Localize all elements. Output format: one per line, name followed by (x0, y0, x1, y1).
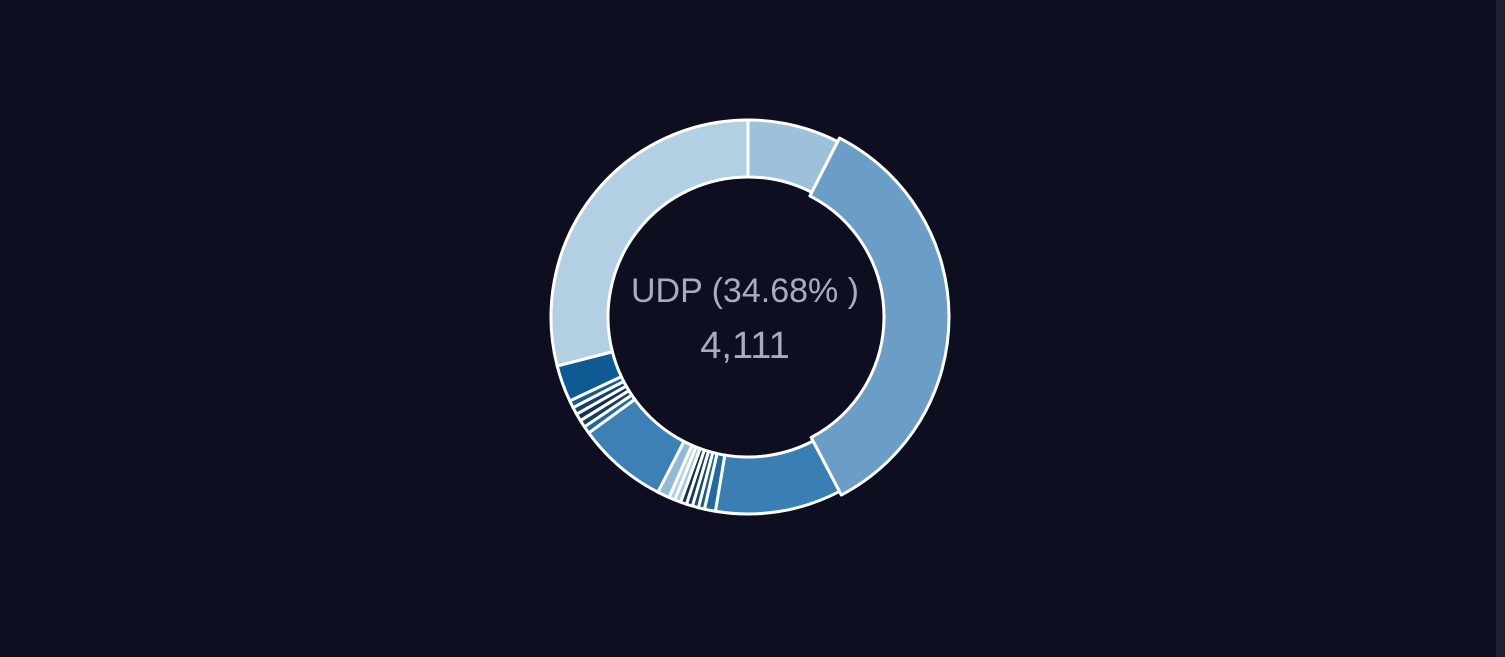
donut-slice-1[interactable] (808, 136, 951, 497)
right-edge (1496, 0, 1505, 657)
donut-slices (549, 118, 951, 516)
donut-slice-18[interactable] (549, 118, 750, 368)
center-value: 4,111 (700, 325, 789, 367)
center-label: UDP (34.68% ) (631, 272, 859, 310)
